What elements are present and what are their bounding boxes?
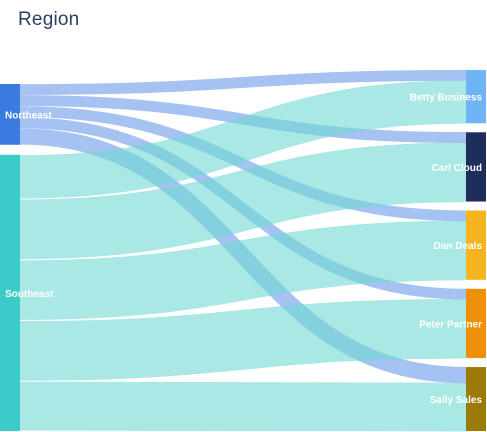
- link-northeast-to-dan-deals[interactable]: [19, 106, 467, 222]
- label-betty-business: Betty Business: [410, 93, 483, 104]
- node-southeast[interactable]: [0, 154, 20, 431]
- link-southeast-to-peter-partner[interactable]: [19, 298, 467, 381]
- label-sally-sales: Sally Sales: [430, 395, 483, 406]
- chart-title: Region: [18, 9, 80, 30]
- label-northeast: Northeast: [5, 110, 52, 121]
- node-betty-business[interactable]: [466, 70, 486, 124]
- node-northeast[interactable]: [0, 84, 20, 145]
- node-peter-partner[interactable]: [466, 288, 486, 359]
- link-southeast-to-dan-deals[interactable]: [19, 220, 467, 320]
- sankey-labels: Northeast Southeast Betty Business Carl Clo…: [5, 93, 482, 406]
- label-peter-partner: Peter Partner: [419, 319, 482, 330]
- link-southeast-to-betty-business[interactable]: [19, 80, 467, 199]
- label-southeast: Southeast: [5, 289, 54, 300]
- sankey-nodes: [0, 70, 486, 431]
- sankey-links: [19, 69, 467, 432]
- node-sally-sales[interactable]: [466, 367, 486, 431]
- node-dan-deals[interactable]: [466, 210, 486, 280]
- link-southeast-to-sally-sales[interactable]: [19, 381, 467, 432]
- link-northeast-to-betty-business[interactable]: [19, 69, 467, 95]
- label-dan-deals: Dan Deals: [434, 241, 483, 252]
- label-carl-cloud: Carl Cloud: [431, 163, 482, 174]
- node-carl-cloud[interactable]: [466, 132, 486, 202]
- link-southeast-to-carl-cloud[interactable]: [19, 142, 467, 260]
